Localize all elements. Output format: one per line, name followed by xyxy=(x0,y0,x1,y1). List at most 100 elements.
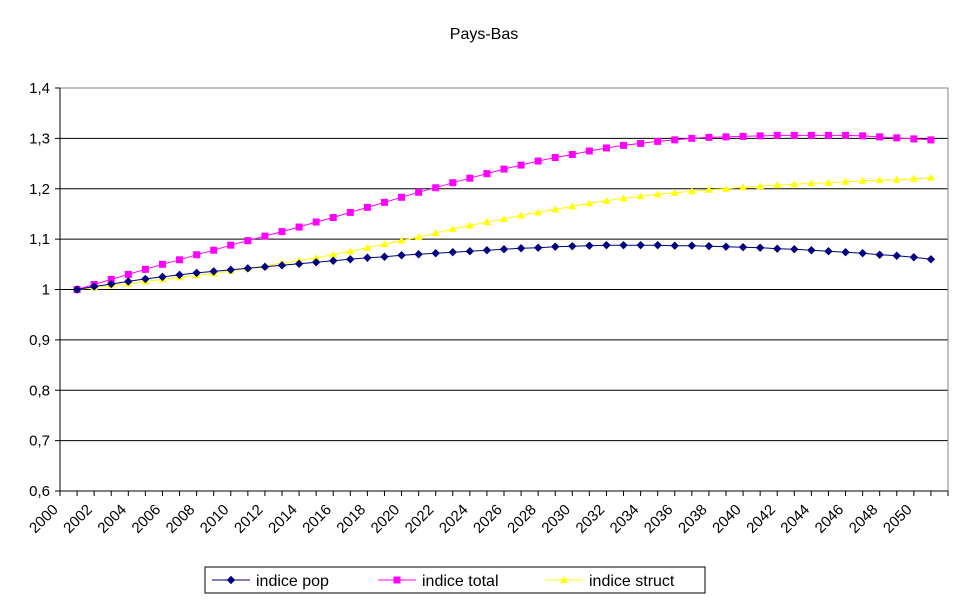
data-point-diamond xyxy=(533,243,543,252)
data-point-triangle xyxy=(363,243,372,251)
series-line xyxy=(77,177,931,290)
data-point-triangle xyxy=(346,247,355,255)
data-point-triangle xyxy=(841,177,850,185)
data-point-square xyxy=(124,270,132,278)
legend-label: indice pop xyxy=(256,573,329,590)
x-tick-label: 2028 xyxy=(504,501,540,537)
data-point-diamond xyxy=(72,285,82,294)
data-point-diamond xyxy=(294,259,304,269)
series-indice-pop xyxy=(72,240,936,294)
data-point-triangle xyxy=(807,179,816,187)
grid-lines xyxy=(60,87,948,442)
data-point-diamond xyxy=(687,241,697,250)
y-axis: 0,6 0,7 0,8 0,9 1 1,1 1,2 1,3 1,4 xyxy=(29,80,61,500)
x-tick-label: 2040 xyxy=(709,501,745,537)
x-tick-label: 2048 xyxy=(846,501,882,537)
data-point-diamond xyxy=(499,244,509,254)
data-point-triangle xyxy=(670,188,679,196)
data-point-triangle xyxy=(534,208,543,216)
data-point-diamond xyxy=(704,241,714,251)
data-point-square xyxy=(688,134,696,142)
data-point-diamond xyxy=(209,267,218,276)
data-point-diamond xyxy=(141,274,150,284)
x-tick-label: 2044 xyxy=(777,501,813,537)
x-tick-label: 2010 xyxy=(197,501,233,537)
data-point-triangle xyxy=(585,199,594,207)
data-point-diamond xyxy=(670,241,679,250)
y-tick-label: 0,9 xyxy=(29,332,50,349)
data-point-square xyxy=(449,179,457,187)
legend-item: indice struct xyxy=(545,573,675,590)
data-point-square xyxy=(534,157,542,165)
legend: indice pop indice total indice struct xyxy=(204,566,706,594)
data-point-triangle xyxy=(790,180,799,188)
legend-item: indice total xyxy=(378,573,499,590)
data-point-square xyxy=(876,133,884,141)
y-tick-label: 1,3 xyxy=(29,130,50,147)
data-point-square xyxy=(671,136,679,144)
y-tick-label: 1,2 xyxy=(29,181,50,198)
data-point-triangle xyxy=(465,221,474,229)
data-point-square xyxy=(927,136,935,144)
data-point-triangle xyxy=(551,205,560,213)
data-point-square xyxy=(141,265,149,273)
data-point-diamond xyxy=(243,264,253,273)
data-point-square xyxy=(602,144,610,152)
data-point-diamond xyxy=(414,250,423,259)
data-point-triangle xyxy=(773,181,782,189)
data-point-triangle xyxy=(312,253,321,261)
data-point-diamond xyxy=(448,248,457,257)
legend-box xyxy=(204,566,706,594)
data-point-triangle xyxy=(482,217,491,225)
data-point-square xyxy=(295,223,303,231)
data-point-square xyxy=(790,131,798,139)
legend-item: indice pop xyxy=(212,573,329,590)
data-point-square xyxy=(278,228,286,236)
data-point-square xyxy=(380,198,388,206)
series-indice-total xyxy=(73,131,935,293)
data-point-triangle xyxy=(414,233,423,241)
x-tick-label: 2002 xyxy=(60,501,96,537)
data-point-square xyxy=(637,139,645,147)
data-point-diamond xyxy=(721,242,731,251)
data-point-square xyxy=(210,246,218,254)
data-point-diamond xyxy=(551,242,560,251)
data-point-diamond xyxy=(329,256,338,265)
data-point-diamond xyxy=(482,246,492,255)
data-point-diamond xyxy=(755,243,765,252)
legend-label: indice struct xyxy=(589,573,675,590)
data-point-diamond xyxy=(465,247,475,256)
data-point-square xyxy=(107,275,115,283)
data-point-triangle xyxy=(619,194,628,202)
data-point-square xyxy=(432,184,440,192)
data-point-square xyxy=(261,232,269,240)
data-point-diamond xyxy=(602,240,611,250)
data-point-diamond xyxy=(807,246,816,255)
data-point-square xyxy=(158,260,166,268)
data-point-square xyxy=(654,137,662,145)
data-point-square xyxy=(773,131,781,139)
x-tick-label: 2026 xyxy=(470,501,506,537)
x-tick-label: 2032 xyxy=(573,501,609,537)
data-point-diamond xyxy=(363,253,372,262)
data-point-diamond xyxy=(653,240,662,250)
series-indice-struct xyxy=(73,173,935,293)
data-point-triangle xyxy=(858,176,867,184)
data-point-triangle xyxy=(892,175,901,183)
data-point-diamond xyxy=(397,251,406,260)
data-point-triangle xyxy=(824,178,833,186)
data-point-diamond xyxy=(175,270,184,280)
data-point-square xyxy=(466,174,474,182)
data-point-triangle xyxy=(448,225,457,233)
x-tick-label: 2020 xyxy=(368,501,404,537)
data-point-square xyxy=(859,132,867,140)
data-point-diamond xyxy=(158,272,167,282)
x-tick-label: 2008 xyxy=(163,501,199,537)
y-tick-label: 0,7 xyxy=(29,433,50,450)
data-point-square xyxy=(568,150,576,158)
data-point-triangle xyxy=(602,196,611,204)
data-point-square xyxy=(756,132,764,140)
data-point-triangle xyxy=(397,236,406,244)
data-point-square xyxy=(244,237,252,245)
